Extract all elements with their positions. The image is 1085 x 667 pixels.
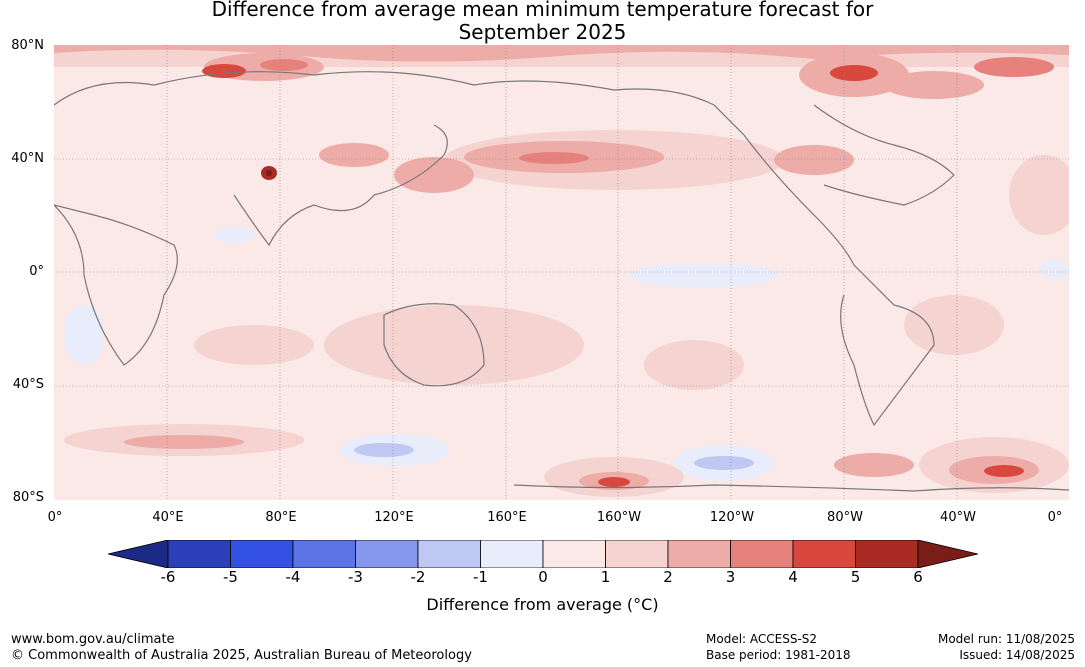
colorbar	[108, 540, 978, 568]
footer-copyright: © Commonwealth of Australia 2025, Austra…	[11, 648, 472, 663]
map-title-line2: September 2025	[458, 20, 627, 44]
colorbar-segment	[480, 540, 544, 568]
colorbar-segment	[417, 540, 481, 568]
coastlines	[54, 71, 1069, 492]
footer-issued: Issued: 14/08/2025	[959, 648, 1075, 662]
colorbar-tick-label: -2	[410, 568, 426, 586]
footer-url: www.bom.gov.au/climate	[11, 632, 175, 647]
colorbar-tick-label: 2	[663, 568, 673, 586]
footer-base-period: Base period: 1981-2018	[706, 648, 851, 662]
lat-label-40n: 40°N	[11, 151, 44, 166]
colorbar-segment	[292, 540, 356, 568]
colorbar-segment	[355, 540, 419, 568]
lon-label-40w: 40°W	[940, 510, 976, 525]
colorbar-tick-label: 6	[913, 568, 923, 586]
colorbar-segment	[605, 540, 669, 568]
lat-label-80n: 80°N	[11, 38, 44, 53]
colorbar-tick-label: 4	[788, 568, 798, 586]
colorbar-segment	[542, 540, 606, 568]
colorbar-tick-label: -1	[473, 568, 488, 586]
lon-label-80e: 80°E	[265, 510, 297, 525]
colorbar-segment	[855, 540, 919, 568]
colorbar-segment	[792, 540, 856, 568]
colorbar-extend-low	[108, 540, 169, 568]
colorbar-tick-label: 3	[725, 568, 736, 586]
lon-label-80w: 80°W	[827, 510, 863, 525]
colorbar-extend-high	[917, 540, 978, 568]
colorbar-segment	[230, 540, 294, 568]
colorbar-tick-label: -3	[348, 568, 363, 586]
lon-label-120e: 120°E	[374, 510, 414, 525]
map-canvas	[54, 45, 1069, 500]
colorbar-tick-label: -5	[223, 568, 238, 586]
graticule	[54, 45, 1069, 500]
colorbar-tick-label: 5	[850, 568, 861, 586]
colorbar-segment	[667, 540, 731, 568]
temperature-anomaly-map	[54, 45, 1069, 500]
anomaly-fields	[54, 45, 1069, 497]
lon-label-160e: 160°E	[487, 510, 527, 525]
lat-label-80s: 80°S	[12, 490, 44, 505]
lon-label-120w: 120°W	[709, 510, 755, 525]
footer-model-run: Model run: 11/08/2025	[937, 632, 1075, 646]
lon-label-0: 0°	[47, 510, 63, 525]
lon-label-0-east: 0°	[1047, 510, 1063, 525]
lon-label-160w: 160°W	[596, 510, 642, 525]
colorbar-tick-label: -4	[285, 568, 301, 586]
footer-model: Model: ACCESS-S2	[706, 632, 818, 646]
map-title-line1: Difference from average mean minimum tem…	[211, 0, 874, 21]
colorbar-tick-label: 0	[538, 568, 548, 586]
lat-label-equator: 0°	[29, 264, 44, 279]
colorbar-label: Difference from average (°C)	[426, 595, 659, 614]
lat-label-40s: 40°S	[12, 377, 44, 392]
colorbar-tick-label: -6	[160, 568, 176, 586]
colorbar-segment	[730, 540, 794, 568]
colorbar-segment	[167, 540, 231, 568]
lon-label-40e: 40°E	[152, 510, 184, 525]
colorbar-tick-label: 1	[600, 568, 611, 586]
